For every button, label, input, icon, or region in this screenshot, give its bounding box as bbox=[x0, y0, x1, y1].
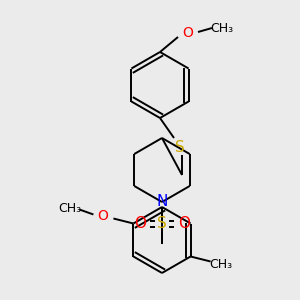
Text: O: O bbox=[97, 209, 108, 224]
Text: S: S bbox=[175, 140, 185, 154]
Text: N: N bbox=[156, 194, 168, 209]
Text: CH₃: CH₃ bbox=[209, 258, 232, 271]
Text: O: O bbox=[178, 217, 190, 232]
Text: O: O bbox=[183, 26, 194, 40]
Text: CH₃: CH₃ bbox=[210, 22, 234, 34]
Text: O: O bbox=[134, 217, 146, 232]
Text: CH₃: CH₃ bbox=[58, 202, 81, 215]
Text: S: S bbox=[157, 217, 167, 232]
